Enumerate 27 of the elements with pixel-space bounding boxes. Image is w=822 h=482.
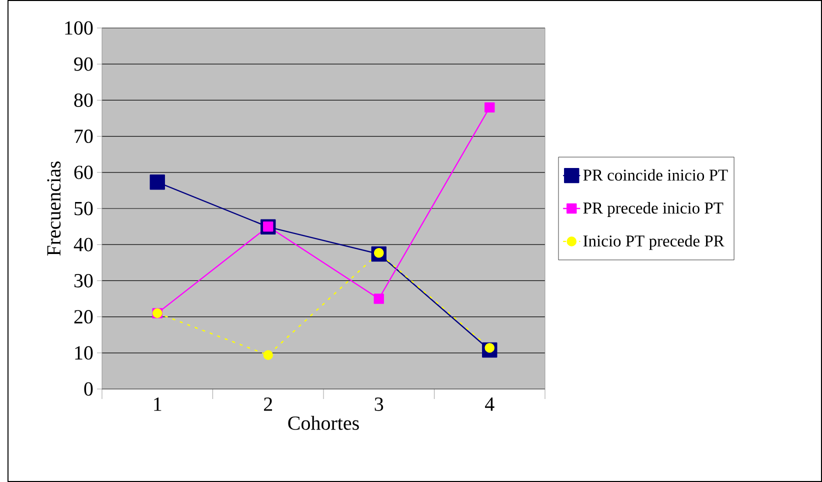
y-tick-label: 80 (74, 93, 93, 107)
legend-label: Inicio PT precede PR (583, 234, 724, 250)
point (263, 350, 274, 360)
y-tick-label: 0 (84, 382, 93, 396)
y-tick-label: 70 (74, 130, 93, 144)
y-tick-label: 40 (74, 238, 93, 252)
y-axis-title: Frecuencias (47, 161, 61, 256)
point (374, 294, 384, 304)
y-tick-label: 10 (75, 346, 93, 360)
legend-label: PR coincide inicio PT (583, 169, 728, 181)
y-tick-label: 30 (74, 274, 93, 288)
legend-label: PR precede inicio PT (583, 202, 724, 217)
x-axis-title: Cohortes (288, 416, 359, 430)
x-tick-label: 2 (264, 398, 272, 411)
x-tick-label: 1 (154, 398, 162, 411)
point (484, 342, 495, 353)
point (374, 248, 384, 258)
y-tick-label: 20 (74, 310, 93, 324)
y-tick-label: 60 (74, 166, 93, 180)
y-tick-label: 50 (74, 202, 93, 216)
point (263, 221, 274, 232)
point (150, 174, 165, 190)
x-tick-label: 4 (485, 398, 494, 411)
point (484, 102, 495, 113)
y-tick-label: 100 (65, 21, 93, 35)
y-tick-label: 90 (74, 57, 93, 71)
x-tick-label: 3 (374, 398, 384, 411)
